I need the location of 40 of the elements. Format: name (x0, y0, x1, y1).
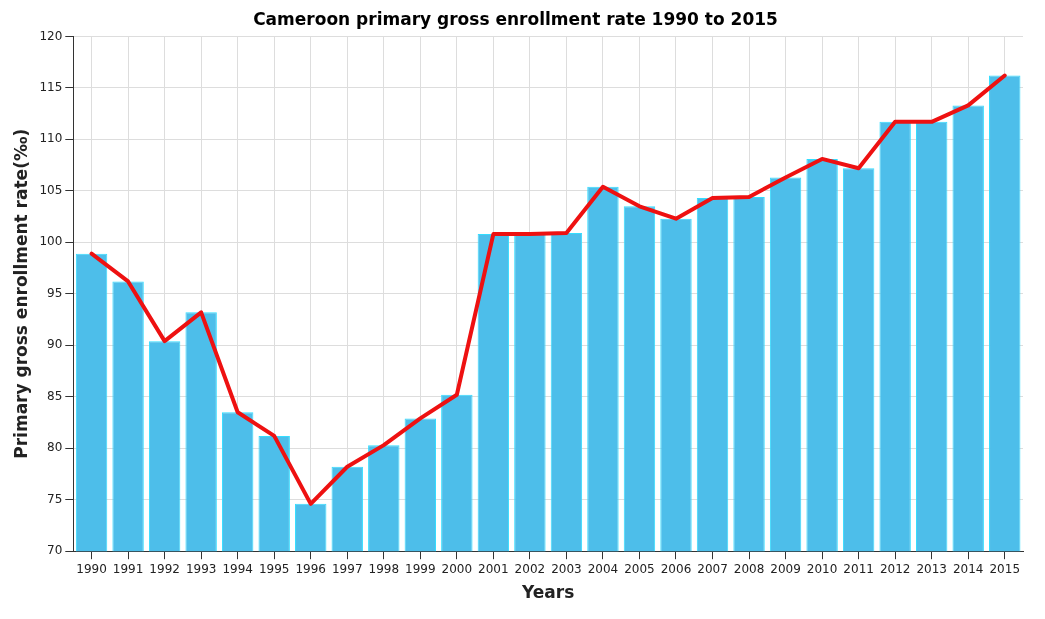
x-tick-label: 1992 (149, 561, 180, 576)
x-tick-label: 1996 (295, 561, 326, 576)
x-tick-label: 1998 (368, 561, 400, 576)
x-tick-label: 2002 (514, 561, 546, 576)
x-tick-label: 1990 (76, 561, 107, 576)
x-tick-label: 1994 (222, 561, 253, 576)
x-tick-label: 2011 (843, 561, 874, 576)
y-tick-label: 100 (39, 234, 63, 249)
y-tick-label: 105 (39, 182, 63, 197)
x-tick-label: 2012 (879, 561, 911, 576)
x-tick-label: 2009 (770, 561, 801, 576)
y-tick-label: 90 (47, 337, 63, 352)
x-tick-label: 1991 (112, 561, 144, 576)
x-tick-label: 2003 (551, 561, 582, 576)
x-axis-title: Years (521, 582, 575, 603)
x-tick-label: 2015 (989, 561, 1021, 576)
x-tick-label: 2014 (952, 561, 984, 576)
y-tick-label: 120 (39, 28, 63, 43)
x-tick-label: 2010 (806, 561, 838, 576)
y-tick-label: 80 (47, 440, 63, 455)
y-tick-label: 85 (47, 388, 63, 403)
x-tick-label: 2013 (916, 561, 947, 576)
x-tick-label: 2000 (441, 561, 473, 576)
chart-title: Cameroon primary gross enrollment rate 1990 to 2015 (253, 8, 778, 29)
x-tick-label: 1993 (185, 561, 217, 576)
x-tick-label: 2004 (587, 561, 619, 576)
x-tick-label: 2006 (660, 561, 692, 576)
x-tick-label: 2008 (733, 561, 765, 576)
x-tick-label: 1997 (331, 561, 363, 576)
y-tick-label: 115 (39, 80, 63, 94)
y-tick-label: 95 (47, 285, 63, 300)
y-tick-label: 75 (47, 491, 63, 506)
x-tick-label: 1995 (258, 561, 290, 576)
x-tick-label: 1999 (405, 561, 436, 576)
x-tick-label: 2005 (624, 561, 655, 576)
x-tick-label: 2001 (478, 561, 509, 576)
y-tick-label: 70 (47, 543, 63, 558)
y-tick-label: 110 (39, 131, 63, 146)
y-axis-title: Primary gross enrollment rate(‰) (10, 128, 31, 459)
x-tick-label: 2007 (697, 561, 728, 576)
